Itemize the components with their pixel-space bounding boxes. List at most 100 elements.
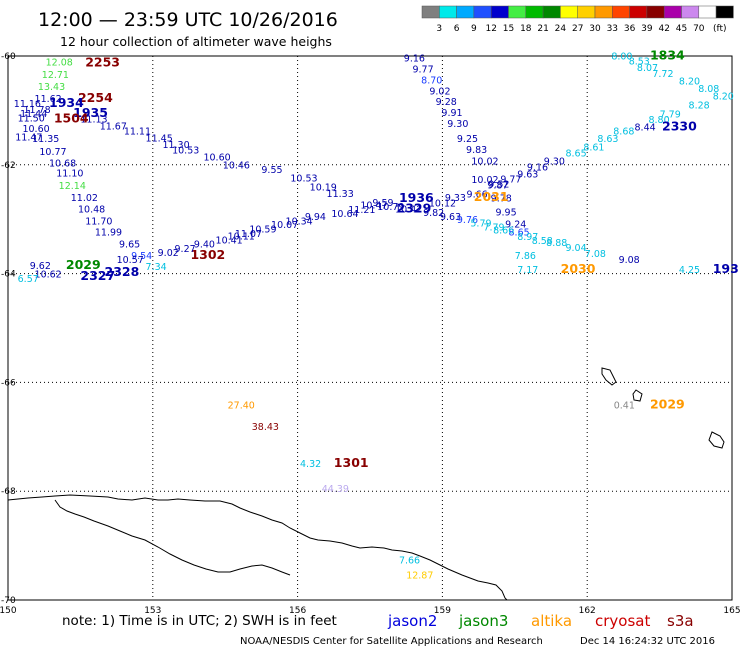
wave-height-value: 10.19 xyxy=(310,183,337,194)
wave-height-value: 10.46 xyxy=(223,160,250,171)
wave-height-value: 10.77 xyxy=(39,147,66,158)
wave-height-value: 9.02 xyxy=(429,86,450,97)
lat-tick-label: -60 xyxy=(1,52,16,62)
mission-altika: altika xyxy=(531,612,572,630)
wave-height-value: 9.16 xyxy=(404,54,425,65)
wave-height-value: 9.59 xyxy=(372,198,393,209)
wave-height-value: 10.42 xyxy=(395,204,422,215)
wave-height-value: 27.40 xyxy=(228,401,255,412)
wave-height-value: 10.02 xyxy=(471,156,498,167)
lat-lon-grid xyxy=(7,55,733,601)
wave-height-value: 12.71 xyxy=(42,70,69,81)
lon-tick-label: 153 xyxy=(144,606,161,616)
wave-height-value: 9.94 xyxy=(305,212,326,223)
pass-time-label: 1302 xyxy=(190,247,225,262)
wave-height-value: 10.59 xyxy=(249,224,276,235)
wave-height-value: 9.83 xyxy=(466,145,487,156)
pass-time-label: 2328 xyxy=(105,264,140,279)
wave-height-value: 11.02 xyxy=(71,193,98,204)
wave-height-value: 9.55 xyxy=(261,165,282,176)
scale-swatch xyxy=(542,5,561,19)
wave-height-value: 9.30 xyxy=(447,119,468,130)
wave-height-value: 11.50 xyxy=(18,113,45,124)
wave-height-value: 11.44 xyxy=(20,109,47,120)
pass-time-label: 1504 xyxy=(54,111,89,126)
wave-height-value: 7.66 xyxy=(399,556,420,567)
wave-height-value: 8.63 xyxy=(597,134,618,145)
wave-height-value: 8.58 xyxy=(532,236,553,247)
wave-height-value: 10.60 xyxy=(203,153,230,164)
axis-tick-labels: 150 153 156 159 162 165 -60 -62 -64 -66 -68 -70 xyxy=(0,52,740,616)
map-title: 12:00 — 23:59 UTC 10/26/2016 xyxy=(38,9,338,31)
wave-height-value: 13.43 xyxy=(38,82,65,93)
wave-height-value: 9.82 xyxy=(423,208,444,219)
mission-jason2: jason2 xyxy=(387,612,437,630)
pass-time-label: 1834 xyxy=(650,47,685,62)
wave-height-value: 10.79 xyxy=(377,202,404,213)
wave-height-value: 0.41 xyxy=(614,401,635,412)
wave-height-value: 6.57 xyxy=(18,274,39,285)
wave-height-color-scale: 3 6 9 12 15 18 21 24 27 30 33 36 39 42 45 70 xyxy=(421,5,734,34)
wave-height-value: 7.72 xyxy=(652,69,673,80)
wave-height-value: 11.30 xyxy=(162,140,189,151)
scale-swatch xyxy=(456,5,475,19)
wave-height-value: 10.41 xyxy=(216,235,243,246)
wave-height-value: 4.32 xyxy=(300,459,321,470)
scale-tick-label: 6 xyxy=(454,24,460,34)
wave-height-value: 9.63 xyxy=(517,170,538,181)
wave-height-value: 9.87 xyxy=(487,180,508,191)
scale-tick-label: 12 xyxy=(485,24,496,34)
pass-time-label: 1935 xyxy=(73,105,108,120)
lon-tick-label: 162 xyxy=(579,606,596,616)
wave-height-value: 10.48 xyxy=(78,204,105,215)
scale-swatch xyxy=(681,5,700,19)
wave-height-value: 10.12 xyxy=(429,198,456,209)
map-subtitle: 12 hour collection of altimeter wave hei… xyxy=(60,34,332,49)
wave-height-value: 9.95 xyxy=(495,208,516,219)
pass-time-label: 2329 xyxy=(397,200,432,215)
wave-height-value: 10.53 xyxy=(172,146,199,157)
wave-height-value: 10.11 xyxy=(228,232,255,243)
pass-time-label: 1936 xyxy=(399,190,434,205)
wave-height-value: 11.62 xyxy=(35,94,62,105)
scale-tick-label: 70 xyxy=(693,24,705,34)
wave-height-value: 8.53 xyxy=(629,56,650,67)
wave-height-value: 11.78 xyxy=(23,105,50,116)
wave-height-value: 9.40 xyxy=(194,240,215,251)
scale-tick-label: 30 xyxy=(589,24,601,34)
scale-tick-label: 42 xyxy=(658,24,669,34)
wave-height-value: 9.24 xyxy=(505,220,526,231)
wave-height-value: 9.77 xyxy=(412,65,433,76)
scale-tick-label: 33 xyxy=(607,24,618,34)
wave-height-value: 8.88 xyxy=(546,238,567,249)
wave-height-value: 9.66 xyxy=(467,190,488,201)
mission-legend: jason2 jason3 altika cryosat s3a xyxy=(387,612,694,630)
scale-unit: (ft) xyxy=(713,24,727,34)
pass-time-label: 2327 xyxy=(80,268,115,283)
wave-height-value: 9.54 xyxy=(131,251,152,262)
wave-height-value: 11.13 xyxy=(80,115,107,126)
scale-swatch xyxy=(715,5,734,19)
scale-swatch xyxy=(698,5,717,19)
wave-height-value: 10.68 xyxy=(49,159,76,170)
wave-height-value: 11.47 xyxy=(15,133,42,144)
pass-time-label: 2330 xyxy=(662,119,697,134)
wave-height-value: 9.91 xyxy=(441,108,462,119)
mission-jason3: jason3 xyxy=(458,612,508,630)
wave-height-value: 4.25 xyxy=(679,265,700,276)
lat-tick-label: -66 xyxy=(1,378,16,388)
lat-tick-label: -70 xyxy=(1,596,16,606)
scale-swatch xyxy=(508,5,527,19)
wave-height-value: 9.78 xyxy=(491,193,512,204)
wave-height-value: 10.34 xyxy=(286,216,313,227)
pass-time-label: 2029 xyxy=(66,257,101,272)
wave-height-value: 7.79 xyxy=(483,222,504,233)
wave-height-value: 7.08 xyxy=(585,249,606,260)
wave-height-value: 8.66 xyxy=(493,226,514,237)
wave-height-value: 11.07 xyxy=(235,229,262,240)
wave-height-value: 8.44 xyxy=(635,123,656,134)
wave-height-value: 9.77 xyxy=(500,174,521,185)
pass-time-label: 193 xyxy=(713,261,739,276)
wave-height-value: 12.87 xyxy=(406,570,433,581)
